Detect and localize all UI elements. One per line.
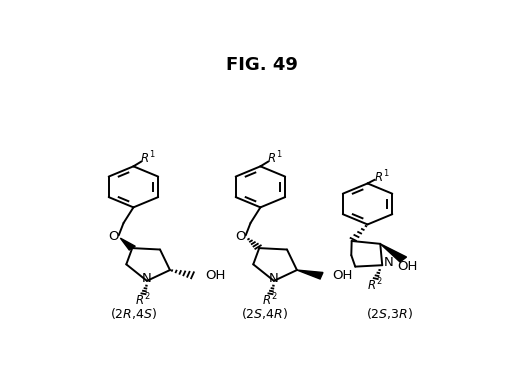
Text: (2$S$,4$R$): (2$S$,4$R$) — [241, 306, 288, 321]
Text: O: O — [109, 230, 119, 243]
Text: OH: OH — [206, 269, 226, 282]
Text: OH: OH — [397, 260, 417, 273]
Text: O: O — [236, 230, 246, 243]
Text: FIG. 49: FIG. 49 — [226, 56, 298, 74]
Polygon shape — [120, 238, 135, 250]
Text: $R^2$: $R^2$ — [367, 276, 382, 293]
Text: OH: OH — [333, 269, 353, 282]
Text: N: N — [383, 256, 393, 269]
Text: N: N — [142, 272, 152, 285]
Text: $R^1$: $R^1$ — [140, 149, 155, 166]
Text: (2$S$,3$R$): (2$S$,3$R$) — [366, 306, 413, 321]
Polygon shape — [297, 270, 323, 279]
Text: $R^1$: $R^1$ — [374, 169, 389, 185]
Text: N: N — [269, 272, 279, 285]
Text: $R^2$: $R^2$ — [262, 292, 278, 309]
Text: (2$R$,4$S$): (2$R$,4$S$) — [110, 306, 157, 321]
Text: $R^1$: $R^1$ — [267, 149, 282, 166]
Text: $R^2$: $R^2$ — [135, 292, 151, 309]
Polygon shape — [380, 244, 407, 262]
